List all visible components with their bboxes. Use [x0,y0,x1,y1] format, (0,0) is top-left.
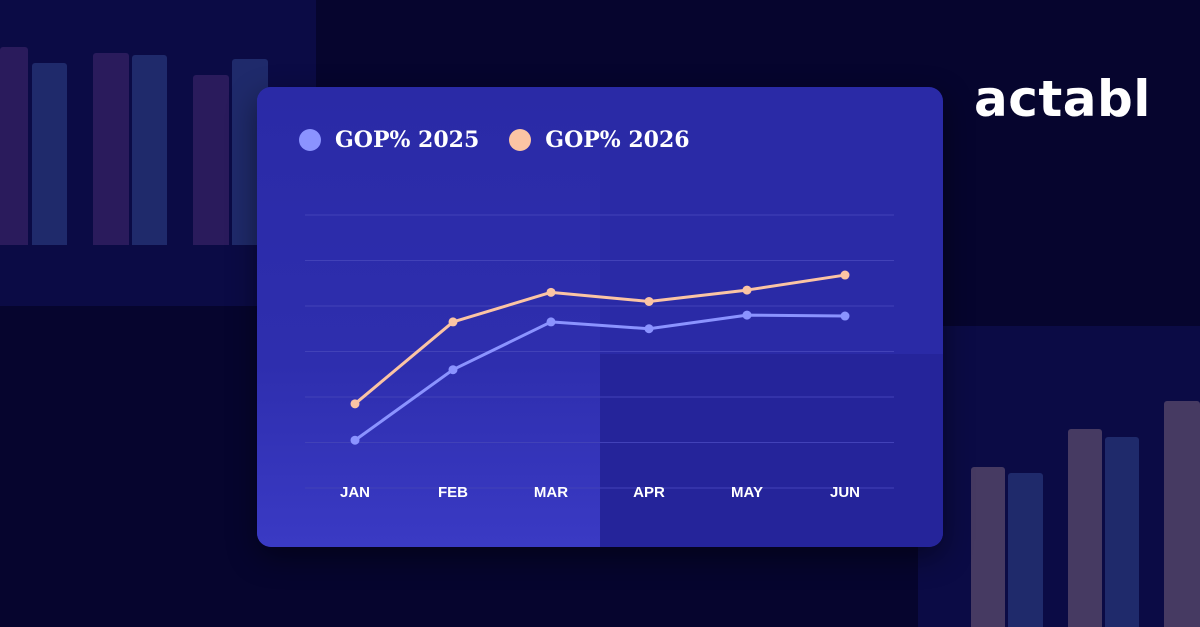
series-line-1 [353,273,847,406]
chart-card: GOP% 2025 GOP% 2026 JAN FEB MAR APR MAY JUN [257,87,943,547]
legend-swatch-2026 [509,129,532,151]
decorative-bar [132,55,167,245]
data-point [742,310,752,320]
data-point [546,317,556,327]
data-point [742,285,752,295]
legend-label-2025: GOP% 2025 [335,127,480,153]
decorative-bar [971,467,1005,627]
decorative-bar [1105,437,1139,627]
legend-item-2025: GOP% 2025 [299,127,479,153]
decorative-bar [1164,401,1200,627]
data-point [840,270,850,280]
data-point [350,399,360,409]
legend-label-2026: GOP% 2026 [545,127,690,153]
x-tick-label: FEB [438,484,468,501]
decorative-bar [93,53,129,245]
legend-swatch-2025 [299,129,321,151]
series-line-0 [353,313,847,442]
line-chart: JAN FEB MAR APR MAY JUN [305,214,894,501]
x-tick-label: APR [633,484,665,501]
x-tick-label: MAR [534,484,568,501]
data-point [644,324,654,334]
legend-item-2026: GOP% 2026 [509,127,690,153]
decorative-bar [193,75,229,245]
data-point [350,435,360,445]
background-panel-bottom-right [918,326,1200,627]
data-point [448,317,458,327]
data-point [546,287,556,297]
decorative-bar [1068,429,1102,627]
data-point [644,296,654,306]
chart-legend: GOP% 2025 GOP% 2026 [299,127,690,153]
brand-logo: actabl [974,70,1151,128]
decorative-bar [32,63,67,245]
decorative-bar [1008,473,1043,627]
data-point [840,311,850,321]
x-tick-label: JUN [830,484,860,501]
decorative-bar [0,47,28,245]
x-tick-label: JAN [340,484,370,501]
x-tick-label: MAY [731,484,763,501]
data-point [448,365,458,375]
